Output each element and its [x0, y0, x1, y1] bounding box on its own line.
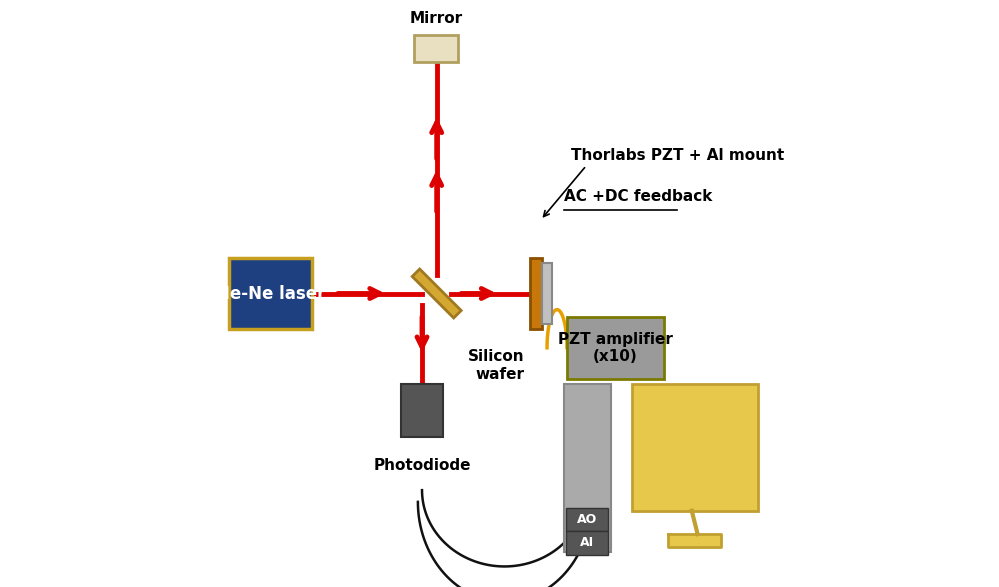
FancyBboxPatch shape [401, 384, 444, 437]
FancyBboxPatch shape [564, 384, 611, 552]
FancyBboxPatch shape [567, 317, 664, 379]
Text: Photodiode: Photodiode [374, 458, 471, 473]
Polygon shape [668, 534, 721, 547]
FancyBboxPatch shape [542, 263, 551, 324]
FancyBboxPatch shape [565, 531, 608, 555]
Text: Thorlabs PZT + Al mount: Thorlabs PZT + Al mount [571, 148, 784, 163]
FancyBboxPatch shape [565, 508, 608, 531]
Text: AO: AO [576, 513, 597, 526]
Text: AI: AI [579, 537, 594, 549]
FancyBboxPatch shape [530, 258, 541, 329]
Text: PZT amplifier
(x10): PZT amplifier (x10) [558, 332, 673, 364]
FancyBboxPatch shape [415, 35, 459, 62]
Text: Silicon
wafer: Silicon wafer [468, 349, 524, 382]
Text: He-Ne laser: He-Ne laser [216, 285, 326, 302]
Text: AC +DC feedback: AC +DC feedback [564, 189, 712, 204]
FancyBboxPatch shape [631, 384, 758, 511]
Text: Mirror: Mirror [410, 11, 463, 26]
FancyBboxPatch shape [230, 258, 312, 329]
Polygon shape [413, 269, 462, 318]
